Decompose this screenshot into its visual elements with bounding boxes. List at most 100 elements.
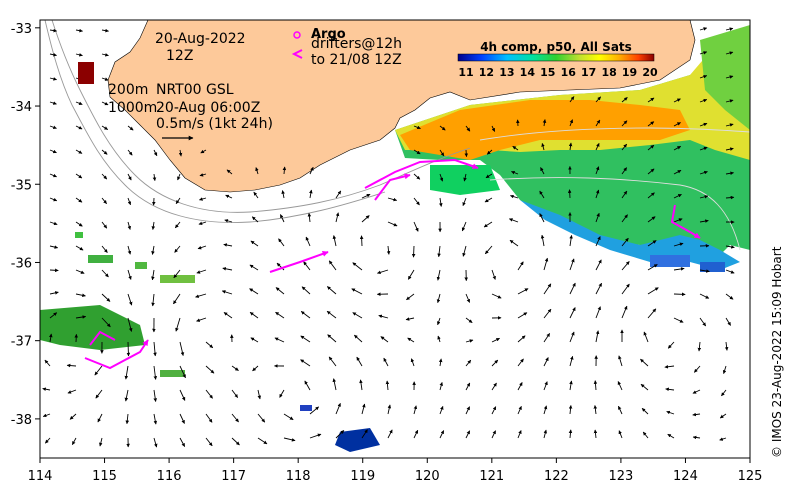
current-vector (664, 364, 675, 369)
current-vector (673, 267, 685, 271)
current-vector (491, 359, 499, 367)
current-vector (673, 218, 683, 223)
current-vector (462, 197, 467, 207)
drifter-arrow-icon (291, 49, 303, 59)
current-vector (517, 288, 529, 295)
current-vector (543, 429, 548, 439)
y-tick-label: -35 (11, 178, 32, 193)
isobath-1000-label: 1000m (108, 100, 157, 116)
current-vector (439, 405, 444, 415)
current-vector (127, 149, 133, 156)
current-vector (257, 413, 266, 423)
current-vector (673, 193, 682, 199)
current-vector (569, 96, 575, 103)
current-vector (49, 52, 57, 57)
current-vector (199, 197, 207, 201)
current-vector (127, 197, 132, 206)
current-vector (595, 330, 600, 343)
current-vector (223, 243, 233, 247)
current-vector (94, 365, 103, 376)
current-vector (75, 197, 83, 203)
current-vector (725, 317, 731, 326)
current-vector (127, 173, 132, 181)
current-vector (667, 341, 675, 349)
current-vector (595, 119, 601, 127)
current-vector (356, 356, 363, 367)
current-vector (725, 245, 735, 249)
credit-label: © IMOS 23-Aug-2022 15:09 Hobart (770, 246, 784, 458)
current-vector (151, 293, 155, 307)
current-vector (282, 166, 287, 175)
current-vector (510, 194, 519, 199)
current-vector (413, 221, 419, 232)
current-vector (275, 287, 285, 295)
current-vector (699, 219, 709, 223)
current-vector (332, 235, 337, 247)
current-vector (127, 245, 132, 255)
x-tick-label: 115 (92, 469, 117, 484)
current-vector (127, 269, 132, 280)
current-vector (173, 269, 181, 279)
current-vector (465, 382, 471, 391)
plot-frame (39, 19, 751, 459)
x-tick-label: 116 (157, 469, 182, 484)
current-vector (407, 269, 415, 280)
colorbar-title: 4h comp, p50, All Sats (480, 40, 632, 54)
current-vector (541, 143, 545, 151)
current-vector (196, 317, 207, 322)
current-vector (252, 365, 259, 372)
current-vector (699, 195, 709, 199)
current-vector (437, 245, 441, 258)
argo-marker-icon (293, 31, 301, 39)
current-vector (621, 190, 628, 199)
current-vector (511, 170, 519, 175)
current-vector (517, 382, 523, 391)
current-vector (304, 380, 311, 391)
current-vector (257, 389, 262, 400)
x-tick-label: 117 (221, 469, 246, 484)
colorbar-tick-label: 11 (458, 66, 473, 79)
current-vector (569, 119, 573, 127)
current-vector (543, 357, 549, 367)
current-vector (179, 437, 186, 447)
current-vector (49, 77, 57, 81)
current-vector (303, 261, 311, 271)
current-vector (699, 269, 710, 273)
current-vector (465, 293, 471, 303)
current-vector (484, 245, 493, 255)
current-vector (569, 282, 576, 295)
current-vector (595, 236, 601, 247)
current-vector (486, 149, 493, 155)
current-vector (251, 216, 259, 223)
current-vector (231, 389, 239, 398)
current-vector (127, 221, 132, 230)
x-tick-label: 120 (415, 469, 440, 484)
current-vector (517, 312, 528, 319)
current-vector (279, 214, 285, 223)
current-vector (69, 413, 77, 420)
current-vector (178, 149, 183, 157)
current-vector (593, 405, 598, 415)
current-vector (99, 437, 103, 447)
current-vector (699, 27, 708, 31)
current-vector (328, 356, 337, 367)
colorbar-tick-label: 13 (499, 66, 514, 79)
current-vector (666, 410, 675, 415)
current-vector (327, 286, 337, 295)
current-vector (278, 238, 285, 247)
current-vector (101, 28, 109, 33)
current-vector (512, 145, 519, 151)
current-vector (250, 337, 259, 343)
current-vector (67, 389, 77, 394)
current-vector (197, 245, 207, 250)
current-vector (543, 308, 552, 319)
current-vector (153, 149, 158, 157)
current-vector (621, 237, 629, 247)
current-vector (124, 389, 129, 402)
coastal-warm-patch (78, 62, 94, 84)
current-vector (725, 269, 735, 274)
current-vector (439, 173, 444, 182)
current-vector (725, 99, 734, 103)
current-vector (200, 149, 207, 154)
current-vector (517, 358, 524, 367)
